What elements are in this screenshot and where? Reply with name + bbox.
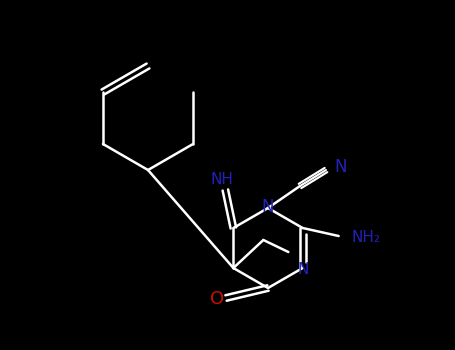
Text: N: N (334, 158, 347, 176)
Text: NH: NH (211, 173, 234, 188)
Text: N: N (262, 198, 274, 216)
Text: O: O (210, 290, 224, 308)
Text: NH₂: NH₂ (352, 230, 381, 245)
Text: N: N (298, 261, 309, 276)
